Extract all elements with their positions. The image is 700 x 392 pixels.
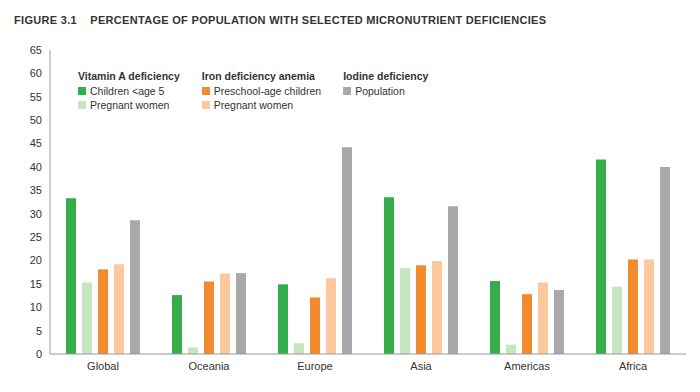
html-text:Children <age 5: Children <age 5 <box>90 85 165 97</box>
html-text:Pregnant women: Pregnant women <box>213 99 294 111</box>
svg-text:35: 35 <box>30 184 42 196</box>
svg-text:Americas: Americas <box>504 360 550 372</box>
html-text:Population: Population <box>355 85 405 97</box>
svg-text:50: 50 <box>30 114 42 126</box>
svg-text:Oceania: Oceania <box>189 360 231 372</box>
html-text:Pregnant women: Pregnant women <box>90 99 170 111</box>
svg-text:0: 0 <box>36 348 42 360</box>
html-text:Iron deficiency anemia: Iron deficiency anemia <box>201 70 315 82</box>
html-text:Iodine deficiency: Iodine deficiency <box>343 70 429 82</box>
svg-text:Global: Global <box>87 360 119 372</box>
svg-text:65: 65 <box>30 44 42 56</box>
svg-text:Europe: Europe <box>297 360 332 372</box>
svg-text:25: 25 <box>30 231 42 243</box>
svg-text:60: 60 <box>30 67 42 79</box>
svg-text:Africa: Africa <box>619 360 648 372</box>
svg-text:45: 45 <box>30 137 42 149</box>
svg-text:20: 20 <box>30 254 42 266</box>
svg-text:15: 15 <box>30 278 42 290</box>
svg-text:5: 5 <box>36 325 42 337</box>
html-text:Preschool-age children: Preschool-age children <box>213 85 322 97</box>
svg-text:30: 30 <box>30 208 42 220</box>
html-text:Vitamin A deficiency: Vitamin A deficiency <box>78 70 180 82</box>
svg-text:40: 40 <box>30 161 42 173</box>
svg-text:55: 55 <box>30 91 42 103</box>
html-text:FIGURE 3.1 PERCENTAGE OF POPUL: FIGURE 3.1 PERCENTAGE OF POPULATION WITH… <box>14 14 547 26</box>
svg-text:Asia: Asia <box>410 360 432 372</box>
svg-text:10: 10 <box>30 301 42 313</box>
